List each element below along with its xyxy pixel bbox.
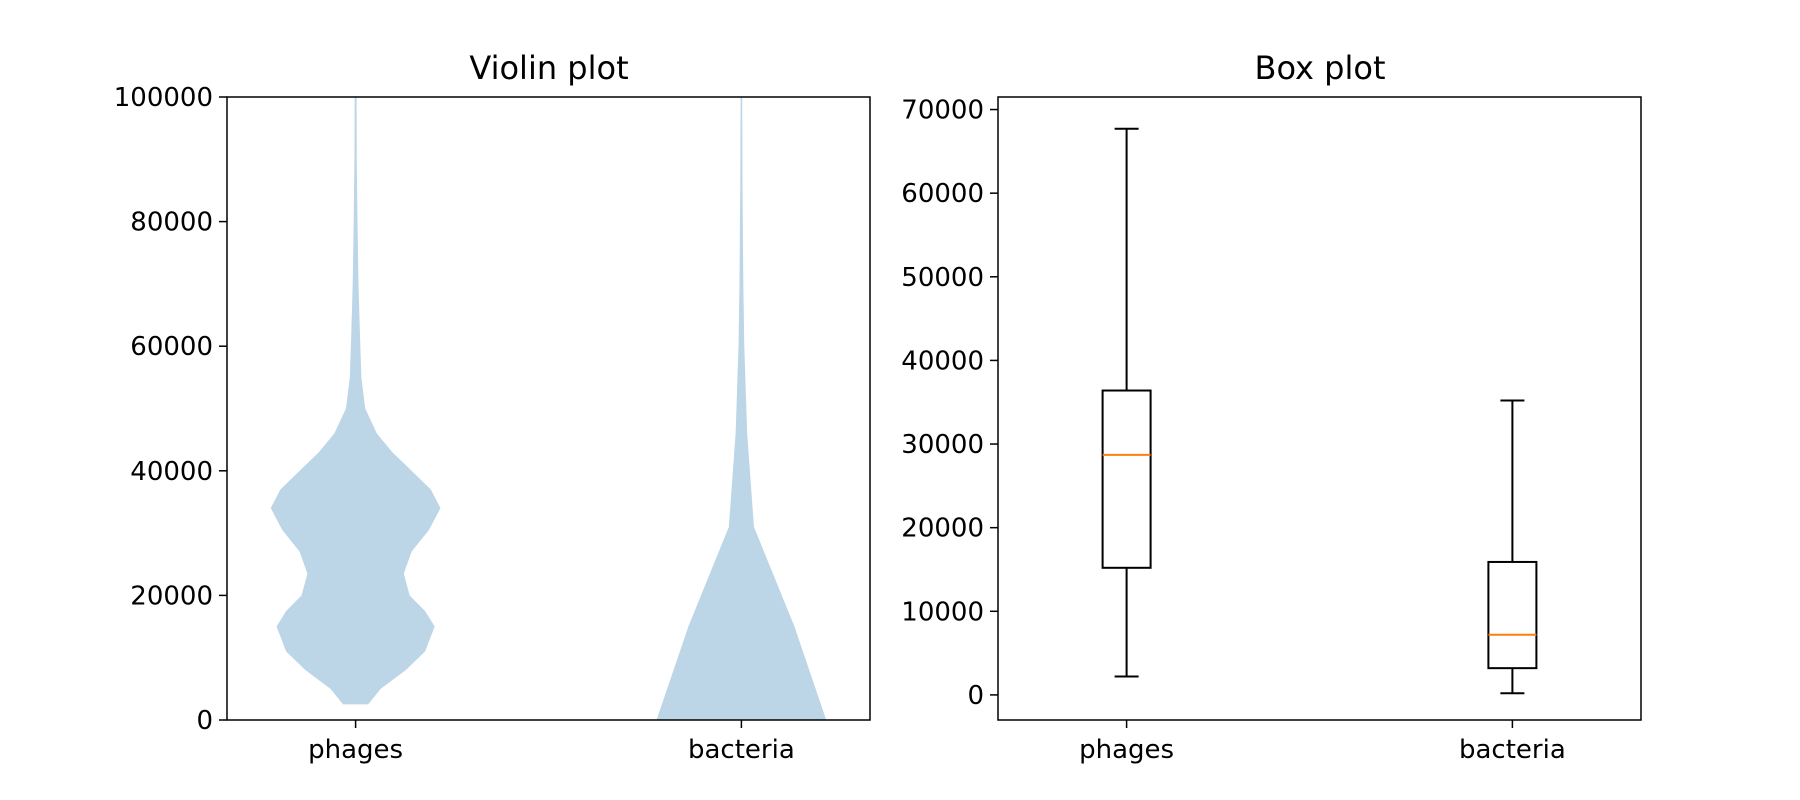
- box-y-axis: 0 10000 20000 30000 40000 50000 60000 70000: [901, 96, 998, 711]
- box-ytick-label: 10000: [901, 597, 984, 627]
- box-marks: [1101, 127, 1538, 695]
- violin-ytick-label: 100000: [114, 83, 213, 113]
- box-ytick-label: 30000: [901, 430, 984, 460]
- box-ytick-label: 50000: [901, 263, 984, 293]
- violin-xtick-label: bacteria: [688, 735, 795, 765]
- violin-ytick-label: 20000: [130, 581, 213, 611]
- box-ytick-label: 60000: [901, 179, 984, 209]
- violin-axes-frame: [226, 96, 871, 721]
- violin-title: Violin plot: [469, 49, 628, 87]
- violin-ytick-label: 60000: [130, 332, 213, 362]
- box-ytick-label: 40000: [901, 346, 984, 376]
- box-title: Box plot: [1255, 49, 1386, 87]
- violin-y-axis: 0 20000 40000 60000 80000 100000: [114, 83, 227, 736]
- violin-panel: Violin plot 020000400006000080000100000 …: [114, 49, 871, 765]
- violin-xtick-label: phages: [308, 735, 403, 765]
- box-ytick-label: 70000: [901, 96, 984, 126]
- box-xtick-label: phages: [1079, 735, 1174, 765]
- violin-ytick-label: 40000: [130, 457, 213, 487]
- violin-ytick-label: 0: [196, 706, 213, 736]
- violin-bodies: [270, 97, 827, 720]
- box-iqr-bacteria: [1487, 560, 1538, 670]
- violin-x-axis: phages bacteria: [308, 720, 795, 765]
- box-ytick-label: 0: [967, 681, 984, 711]
- violin-ytick-label: 80000: [130, 208, 213, 238]
- box-axes-frame: [997, 96, 1642, 721]
- box-ytick-label: 20000: [901, 514, 984, 544]
- box-x-axis: phages bacteria: [1079, 720, 1566, 765]
- box-iqr-phages: [1101, 389, 1152, 569]
- violin-body-bacteria: [656, 97, 827, 720]
- box-xtick-label: bacteria: [1459, 735, 1566, 765]
- violin-body-phages: [270, 97, 441, 705]
- box-panel: Box plot 0 10000 20000 30000 40000 50000 60000…: [901, 49, 1642, 765]
